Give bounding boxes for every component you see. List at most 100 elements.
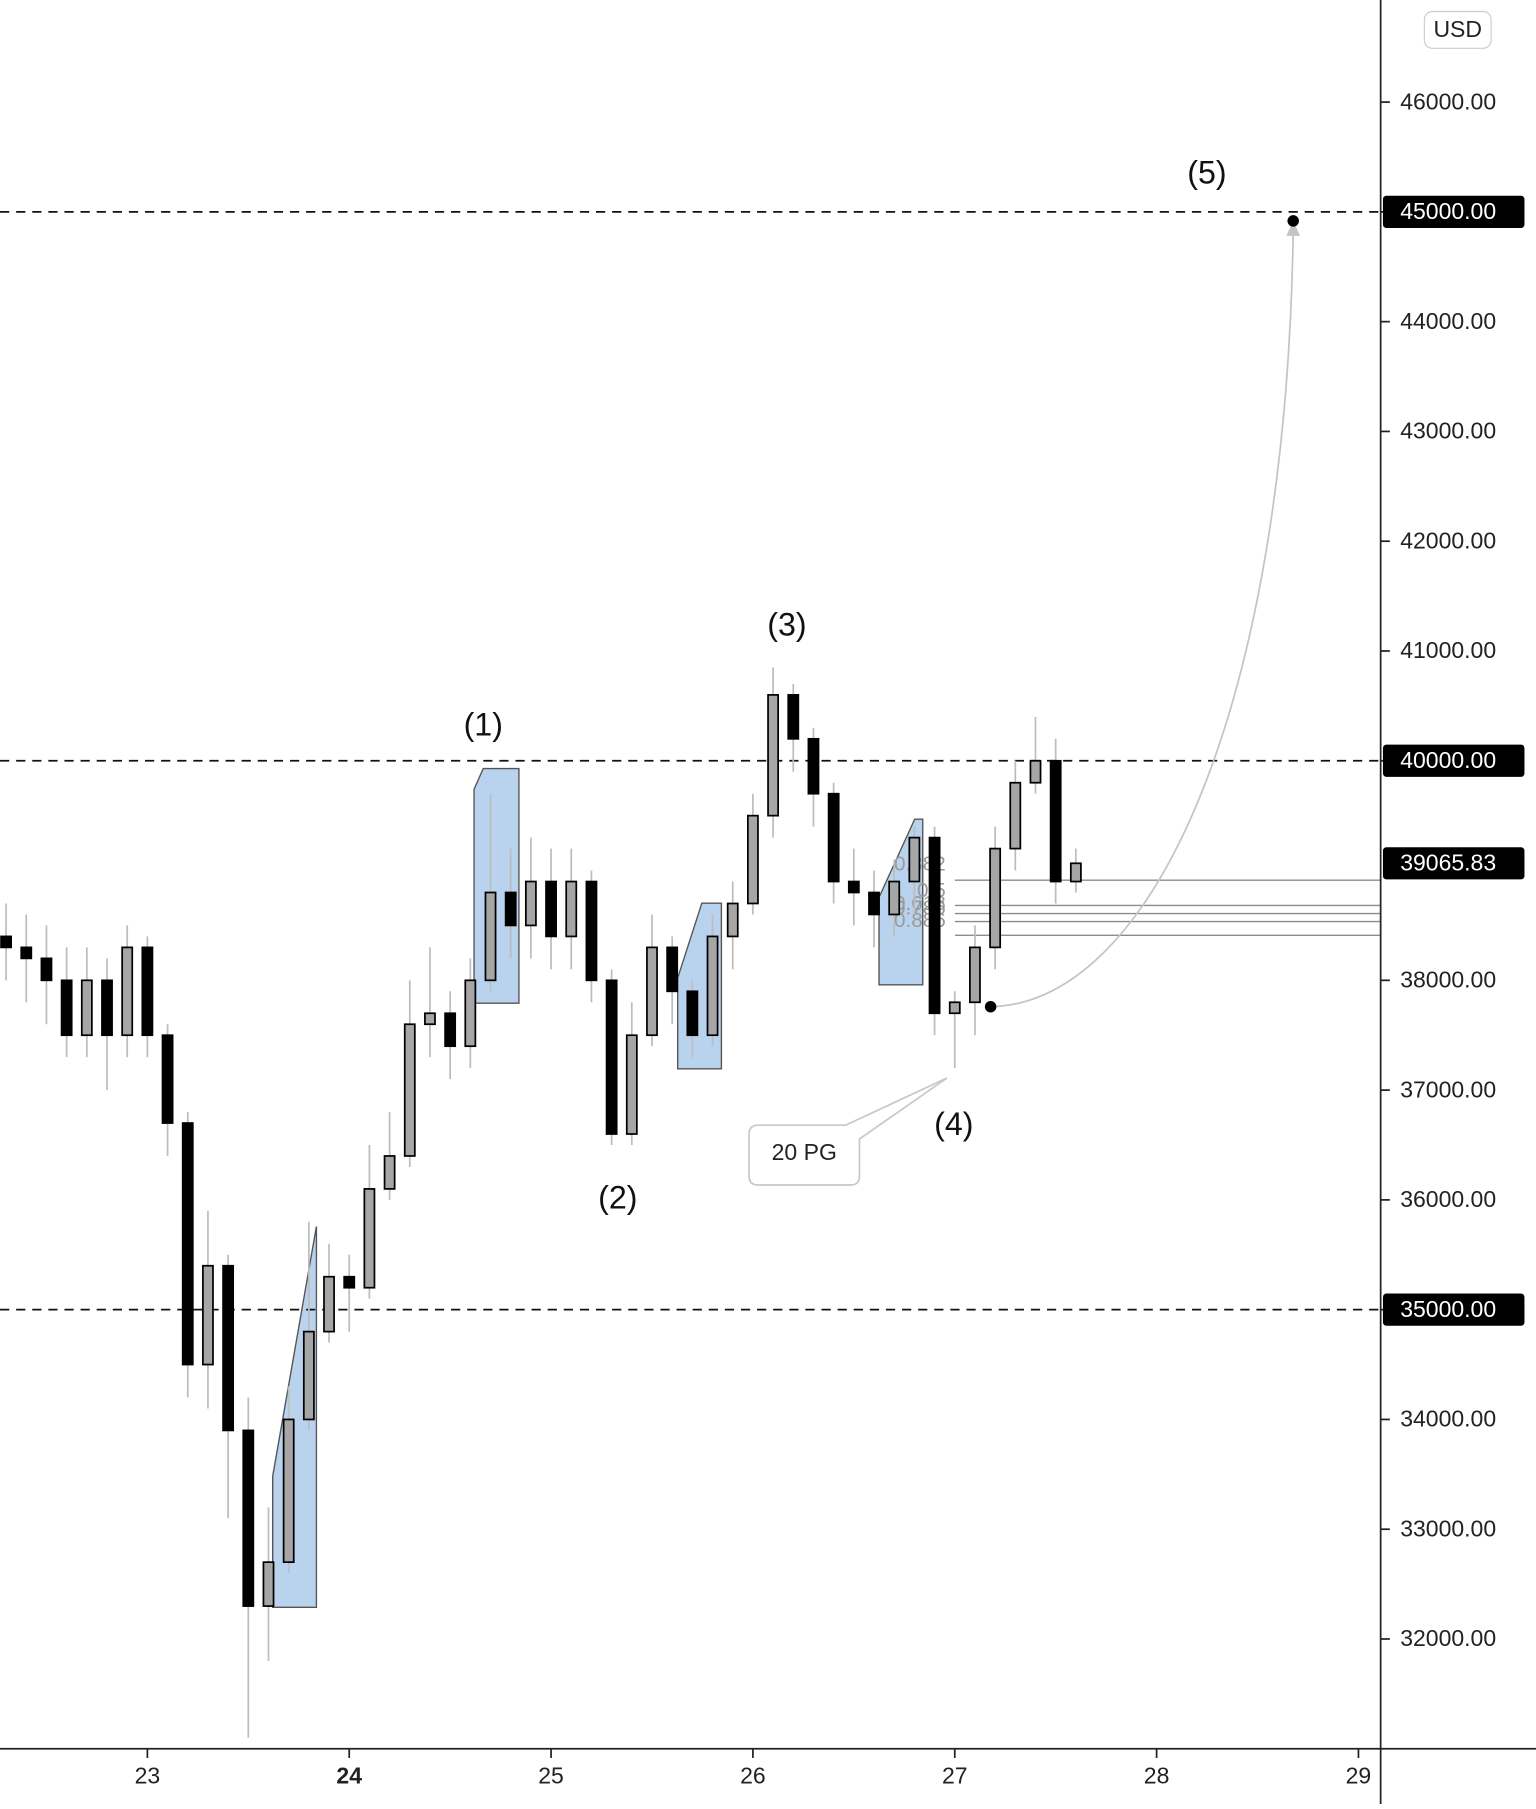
- candle-body: [1029, 759, 1042, 784]
- candle-body: [827, 792, 840, 883]
- candle-body: [424, 1012, 436, 1026]
- candle-body: [989, 847, 1002, 949]
- y-tick-label: 45000.00: [1400, 198, 1496, 224]
- projection-end: [1287, 215, 1299, 227]
- candle-body: [928, 836, 941, 1015]
- candle-body: [60, 979, 73, 1037]
- x-tick-label: 26: [740, 1763, 766, 1789]
- candle-body: [40, 957, 53, 982]
- fib-lines: [954, 879, 1381, 937]
- price-label-box: [1382, 744, 1525, 777]
- candle-body: [282, 1418, 295, 1564]
- callout-box: [748, 1077, 948, 1186]
- candle-body: [686, 990, 699, 1037]
- y-tick-label: 38000.00: [1400, 967, 1496, 993]
- candle-body: [1069, 862, 1082, 883]
- axis-labels: 32000.00 33000.00 34000.00 35000.00 36000.00…: [135, 88, 1525, 1789]
- projection: [984, 215, 1301, 1013]
- y-tick-label: 42000.00: [1400, 527, 1496, 553]
- candle-body: [868, 891, 880, 916]
- candle-body: [222, 1264, 235, 1432]
- y-tick-label: 40000.00: [1400, 747, 1496, 773]
- wave-labels: (1) (2) (3) (4) (5): [464, 154, 1227, 1215]
- price-label-box: [1382, 1293, 1525, 1326]
- candle-body: [747, 814, 759, 905]
- callout-text: 20 PG: [772, 1139, 837, 1165]
- y-tick-label: 34000.00: [1400, 1406, 1496, 1432]
- candle-body: [706, 935, 719, 1037]
- wave-label: (3): [767, 607, 806, 643]
- y-tick-label: 36000.00: [1400, 1186, 1496, 1212]
- wave-label: (4): [934, 1106, 973, 1142]
- last-price-box: [1382, 847, 1525, 880]
- y-tick-label: 33000.00: [1400, 1515, 1496, 1541]
- candle-body: [585, 880, 598, 982]
- wave-label: (2): [598, 1179, 637, 1215]
- candle-body: [181, 1122, 194, 1366]
- x-tick-label: 28: [1144, 1763, 1170, 1789]
- price-label-box: [1382, 195, 1525, 228]
- candle-body: [605, 979, 618, 1135]
- candle-body: [1009, 781, 1022, 850]
- candle-body: [161, 1034, 174, 1124]
- candles: [0, 667, 1082, 1738]
- wave-label: (5): [1187, 154, 1226, 190]
- projection-curve: [990, 230, 1295, 1008]
- candle-body: [969, 946, 981, 1004]
- candle-body: [888, 880, 901, 916]
- y-tick-label: 41000.00: [1400, 637, 1496, 663]
- candle-body: [101, 979, 113, 1037]
- candle-body: [464, 979, 477, 1048]
- projection-start: [984, 1000, 997, 1013]
- candle-body: [767, 694, 780, 817]
- candle-body: [847, 880, 860, 894]
- candle-body: [202, 1264, 214, 1366]
- candle-body: [484, 891, 497, 982]
- zone: [473, 767, 520, 1004]
- candle-body: [323, 1275, 335, 1333]
- candle-body: [948, 1001, 961, 1015]
- y-tick-label: 44000.00: [1400, 308, 1496, 334]
- candle-body: [383, 1155, 396, 1190]
- y-tick-label: 46000.00: [1400, 88, 1496, 114]
- y-tick-label: 37000.00: [1400, 1076, 1496, 1102]
- candle-body: [807, 737, 820, 795]
- x-tick-label: 24: [336, 1763, 362, 1789]
- x-tick-label: 29: [1346, 1763, 1372, 1789]
- candle-body: [262, 1561, 275, 1607]
- candle-body: [403, 1023, 416, 1157]
- candle-body: [504, 891, 517, 927]
- currency-box: [1423, 10, 1492, 49]
- y-tick-label: 35000.00: [1400, 1296, 1496, 1322]
- candle-body: [80, 979, 93, 1037]
- candle-body: [666, 946, 679, 993]
- candle-body: [20, 946, 33, 960]
- candle-body: [343, 1275, 356, 1289]
- callout: 20 PG: [748, 1077, 948, 1186]
- candle-body: [565, 880, 578, 938]
- y-tick-label: 43000.00: [1400, 418, 1496, 444]
- candle-body: [121, 946, 134, 1037]
- candle-body: [363, 1188, 376, 1289]
- candle-body: [444, 1012, 457, 1048]
- candle-body: [141, 946, 154, 1037]
- x-tick-label: 25: [538, 1763, 564, 1789]
- candle-body: [242, 1429, 255, 1607]
- last-price-label: 39065.83: [1400, 850, 1496, 876]
- currency: USD: [1433, 16, 1482, 42]
- wave-label: (1): [464, 707, 503, 743]
- candle-body: [545, 880, 557, 938]
- levels: [0, 211, 1381, 1311]
- x-tick-label: 27: [942, 1763, 968, 1789]
- candle-body: [302, 1330, 315, 1421]
- candle-body: [1049, 759, 1062, 883]
- candle-body: [625, 1034, 638, 1135]
- candle-body: [646, 946, 658, 1037]
- candle-body: [908, 836, 921, 883]
- x-tick-label: 23: [135, 1763, 161, 1789]
- candle-body: [787, 694, 800, 740]
- y-tick-label: 32000.00: [1400, 1625, 1496, 1651]
